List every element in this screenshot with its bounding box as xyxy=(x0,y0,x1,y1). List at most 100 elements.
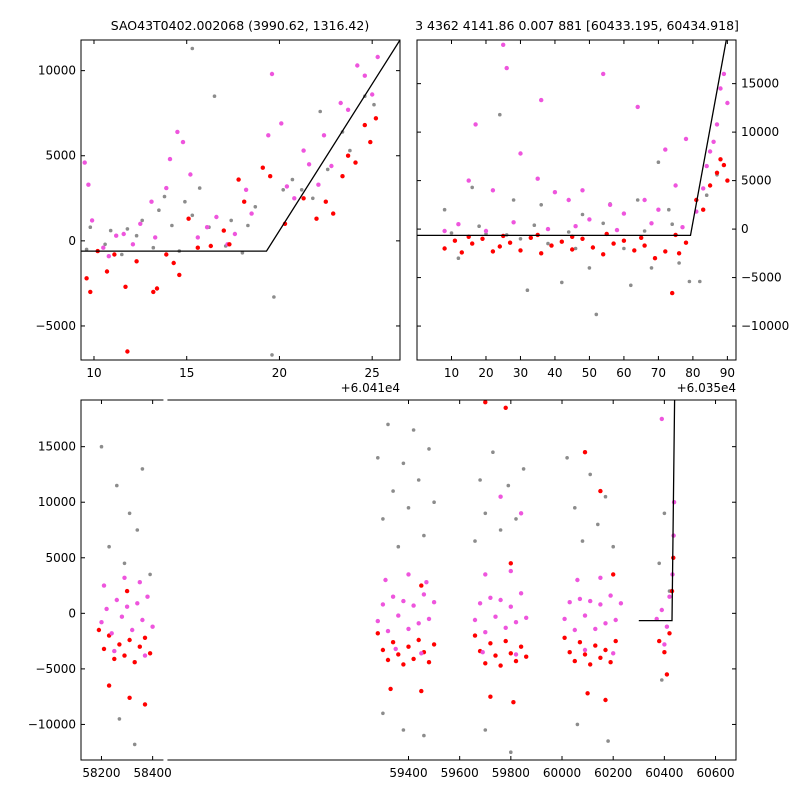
data-point-red xyxy=(559,239,564,244)
data-point-grey xyxy=(642,229,647,233)
data-point-red xyxy=(368,139,373,145)
data-point-grey xyxy=(483,511,488,516)
data-point-grey xyxy=(348,148,352,153)
data-point-magenta xyxy=(345,107,351,113)
data-point-red xyxy=(590,245,596,250)
data-point-red xyxy=(714,170,720,175)
x-tick-label: 80 xyxy=(685,366,700,380)
data-point-magenta xyxy=(138,221,143,226)
data-point-grey xyxy=(478,478,482,482)
data-point-magenta xyxy=(508,568,513,574)
data-point-magenta xyxy=(306,162,312,167)
data-point-grey xyxy=(381,517,385,521)
x-offset-label: +6.041e4 xyxy=(341,381,400,395)
data-point-grey xyxy=(603,494,608,499)
data-point-red xyxy=(507,240,513,245)
data-point-grey xyxy=(411,428,416,432)
x-tick-label: 20 xyxy=(272,366,287,380)
data-point-grey xyxy=(140,467,145,471)
data-point-red xyxy=(593,643,598,648)
data-point-red xyxy=(331,211,336,216)
data-point-magenta xyxy=(122,575,127,580)
data-point-grey xyxy=(115,483,119,488)
data-point-magenta xyxy=(472,617,478,623)
data-point-magenta xyxy=(393,646,398,652)
data-point-magenta xyxy=(493,614,498,619)
data-point-red xyxy=(96,627,102,633)
data-point-red xyxy=(195,245,200,250)
data-point-red xyxy=(707,183,713,188)
data-point-red xyxy=(562,635,567,640)
data-point-red xyxy=(164,252,169,257)
data-point-grey xyxy=(560,280,564,285)
data-point-red xyxy=(236,177,241,182)
data-point-red xyxy=(268,174,273,179)
data-point-magenta xyxy=(137,580,142,585)
data-point-magenta xyxy=(614,227,620,233)
data-point-magenta xyxy=(338,100,343,106)
data-point-magenta xyxy=(539,97,544,103)
data-point-magenta xyxy=(725,100,730,106)
x-tick-label: 15 xyxy=(179,366,194,380)
data-point-magenta xyxy=(598,602,603,607)
x-offset-label: +6.035e4 xyxy=(677,381,736,395)
data-point-grey xyxy=(449,231,454,235)
data-point-magenta xyxy=(370,92,375,97)
x-tick-label: 10 xyxy=(444,366,459,380)
data-point-red xyxy=(570,247,575,252)
data-point-red xyxy=(147,651,153,656)
y-tick-label: 0 xyxy=(68,234,76,248)
data-point-grey xyxy=(525,288,530,293)
data-point-grey xyxy=(212,94,217,98)
data-point-magenta xyxy=(385,628,391,634)
data-point-magenta xyxy=(593,626,598,632)
data-point-red xyxy=(497,244,502,249)
x-tick-label: 60400 xyxy=(645,766,683,780)
y-tick-label: 10000 xyxy=(38,495,76,509)
data-point-grey xyxy=(575,722,580,727)
data-point-red xyxy=(442,246,447,251)
data-point-magenta xyxy=(707,149,713,154)
data-point-red xyxy=(577,640,583,645)
data-point-red xyxy=(314,216,319,221)
data-point-magenta xyxy=(416,621,421,626)
data-point-grey xyxy=(107,544,111,549)
data-point-grey xyxy=(565,456,569,460)
data-point-red xyxy=(683,240,689,245)
data-point-red xyxy=(582,652,588,657)
axes-frame xyxy=(416,39,737,361)
data-point-grey xyxy=(667,207,671,212)
data-point-magenta xyxy=(195,235,200,240)
data-point-grey xyxy=(539,203,543,207)
data-point-magenta xyxy=(109,631,114,636)
data-point-grey xyxy=(381,711,385,716)
data-point-red xyxy=(227,242,232,247)
data-point-red xyxy=(508,561,513,566)
x-tick-label: 25 xyxy=(365,366,380,380)
data-point-grey xyxy=(311,196,315,201)
data-point-red xyxy=(664,672,670,677)
data-point-grey xyxy=(183,199,187,204)
data-point-magenta xyxy=(671,500,677,505)
data-point-magenta xyxy=(573,224,578,229)
data-point-magenta xyxy=(575,577,580,583)
data-point-magenta xyxy=(608,593,613,598)
data-point-red xyxy=(390,640,396,645)
data-point-grey xyxy=(325,167,330,172)
data-point-grey xyxy=(290,177,295,182)
data-point-red xyxy=(123,284,128,289)
data-point-grey xyxy=(272,295,276,299)
x-tick-label: 60600 xyxy=(696,766,734,780)
data-point-red xyxy=(396,652,401,657)
data-point-magenta xyxy=(145,594,150,599)
data-point-magenta xyxy=(466,178,471,183)
data-point-magenta xyxy=(114,597,120,603)
data-point-magenta xyxy=(380,602,386,607)
data-point-magenta xyxy=(112,648,117,654)
data-point-magenta xyxy=(580,188,585,193)
data-point-magenta xyxy=(121,231,126,237)
x-tick-label: 10 xyxy=(86,366,101,380)
data-point-grey xyxy=(546,241,550,246)
data-point-grey xyxy=(511,198,516,202)
x-tick-label: 50 xyxy=(582,366,597,380)
